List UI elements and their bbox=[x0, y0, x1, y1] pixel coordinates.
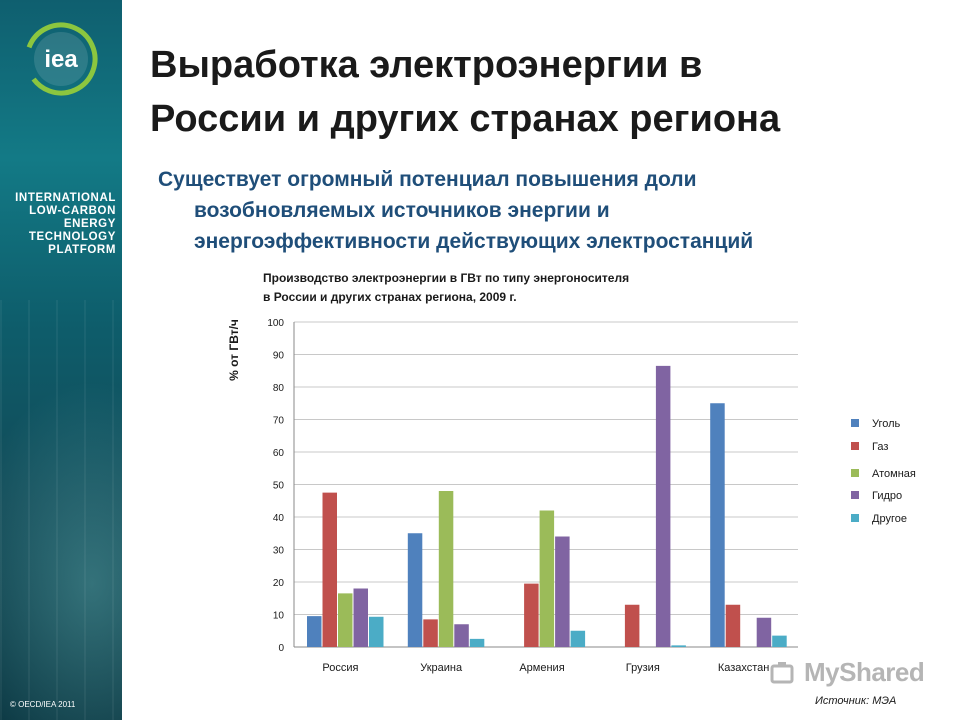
legend-label: Уголь bbox=[872, 418, 901, 430]
subtitle-line: возобновляемых источников энергии и bbox=[194, 199, 610, 222]
legend-swatch bbox=[851, 469, 859, 478]
y-tick-label: 10 bbox=[273, 611, 285, 622]
bar bbox=[454, 624, 469, 647]
source-note: Источник: МЭА bbox=[815, 695, 897, 707]
legend-item: Другое bbox=[851, 513, 907, 527]
chart-title: Производство электроэнергии в ГВт по тип… bbox=[263, 269, 783, 307]
bar bbox=[338, 593, 353, 647]
bar bbox=[407, 533, 423, 647]
y-tick-label: 80 bbox=[273, 383, 285, 394]
bar bbox=[725, 604, 741, 647]
bar bbox=[524, 583, 539, 647]
slide-title-line: Выработка электроэнергии в bbox=[150, 44, 703, 86]
legend-swatch bbox=[851, 514, 859, 523]
legend-swatch bbox=[851, 442, 859, 451]
legend-label: Другое bbox=[872, 513, 907, 525]
bar bbox=[570, 630, 586, 647]
y-axis-label: % от ГВт/ч bbox=[227, 319, 241, 381]
platform-line: ENERGY bbox=[63, 218, 116, 230]
x-tick-label: Россия bbox=[322, 662, 358, 674]
bar bbox=[772, 635, 787, 647]
bar bbox=[438, 491, 454, 647]
legend-label: Газ bbox=[872, 441, 889, 453]
bar bbox=[655, 365, 671, 647]
platform-line: INTERNATIONAL bbox=[15, 192, 116, 204]
chart-title-line: Производство электроэнергии в ГВт по тип… bbox=[263, 271, 630, 285]
bar bbox=[369, 616, 384, 647]
sidebar-panel: iea INTERNATIONAL LOW-CARBON ENERGY TECH… bbox=[0, 0, 122, 720]
sidebar-glow bbox=[0, 380, 122, 720]
legend-item: Атомная bbox=[851, 468, 916, 482]
subtitle-line: Существует огромный потенциал повышения … bbox=[158, 168, 697, 191]
slide-subtitle: Существует огромный потенциал повышения … bbox=[158, 164, 938, 257]
legend-swatch bbox=[851, 419, 859, 428]
y-tick-label: 30 bbox=[273, 546, 285, 557]
y-tick-label: 50 bbox=[273, 481, 285, 492]
bar bbox=[423, 619, 438, 647]
watermark-text: MyShared bbox=[804, 657, 925, 687]
watermark-icon bbox=[770, 662, 794, 684]
slide-title-line: России и других странах региона bbox=[150, 98, 781, 140]
platform-line: PLATFORM bbox=[48, 244, 116, 256]
bar bbox=[322, 492, 337, 647]
chart-title-line: в России и других странах региона, 2009 … bbox=[263, 290, 517, 304]
slide-title: Выработка электроэнергии в России и друг… bbox=[150, 38, 950, 146]
y-tick-label: 20 bbox=[273, 578, 285, 589]
legend-swatch bbox=[851, 491, 859, 500]
copyright-text: © OECD/IEA 2011 bbox=[10, 700, 76, 709]
x-tick-label: Казахстан bbox=[718, 662, 770, 674]
bar bbox=[539, 510, 555, 647]
platform-line: LOW-CARBON bbox=[29, 205, 116, 217]
bar bbox=[624, 604, 640, 647]
watermark: MyShared bbox=[770, 656, 930, 692]
iea-logo-text: iea bbox=[44, 46, 78, 73]
bar bbox=[756, 617, 772, 647]
sidebar-texture bbox=[0, 300, 122, 720]
x-tick-label: Армения bbox=[519, 662, 564, 674]
bar bbox=[353, 588, 368, 647]
y-tick-label: 70 bbox=[273, 416, 285, 427]
bar bbox=[671, 645, 686, 647]
y-tick-label: 100 bbox=[267, 318, 284, 329]
x-tick-label: Грузия bbox=[626, 662, 660, 674]
legend-item: Газ bbox=[851, 441, 888, 455]
bar bbox=[555, 536, 570, 647]
platform-line: TECHNOLOGY bbox=[28, 231, 116, 243]
legend-label: Гидро bbox=[872, 490, 903, 502]
x-tick-label: Украина bbox=[420, 662, 463, 674]
platform-name: INTERNATIONAL LOW-CARBON ENERGY TECHNOLO… bbox=[0, 192, 116, 257]
iea-logo: iea bbox=[24, 22, 98, 96]
y-tick-label: 0 bbox=[278, 643, 284, 654]
bar bbox=[307, 616, 322, 647]
bar bbox=[710, 403, 725, 647]
legend-item: Уголь bbox=[851, 418, 900, 432]
legend-label: Атомная bbox=[872, 468, 916, 480]
subtitle-line: энергоэффективности действующих электрос… bbox=[194, 230, 754, 253]
y-tick-label: 90 bbox=[273, 351, 285, 362]
y-tick-label: 40 bbox=[273, 513, 285, 524]
bar bbox=[469, 638, 485, 647]
legend-item: Гидро bbox=[851, 490, 902, 504]
y-tick-label: 60 bbox=[273, 448, 285, 459]
